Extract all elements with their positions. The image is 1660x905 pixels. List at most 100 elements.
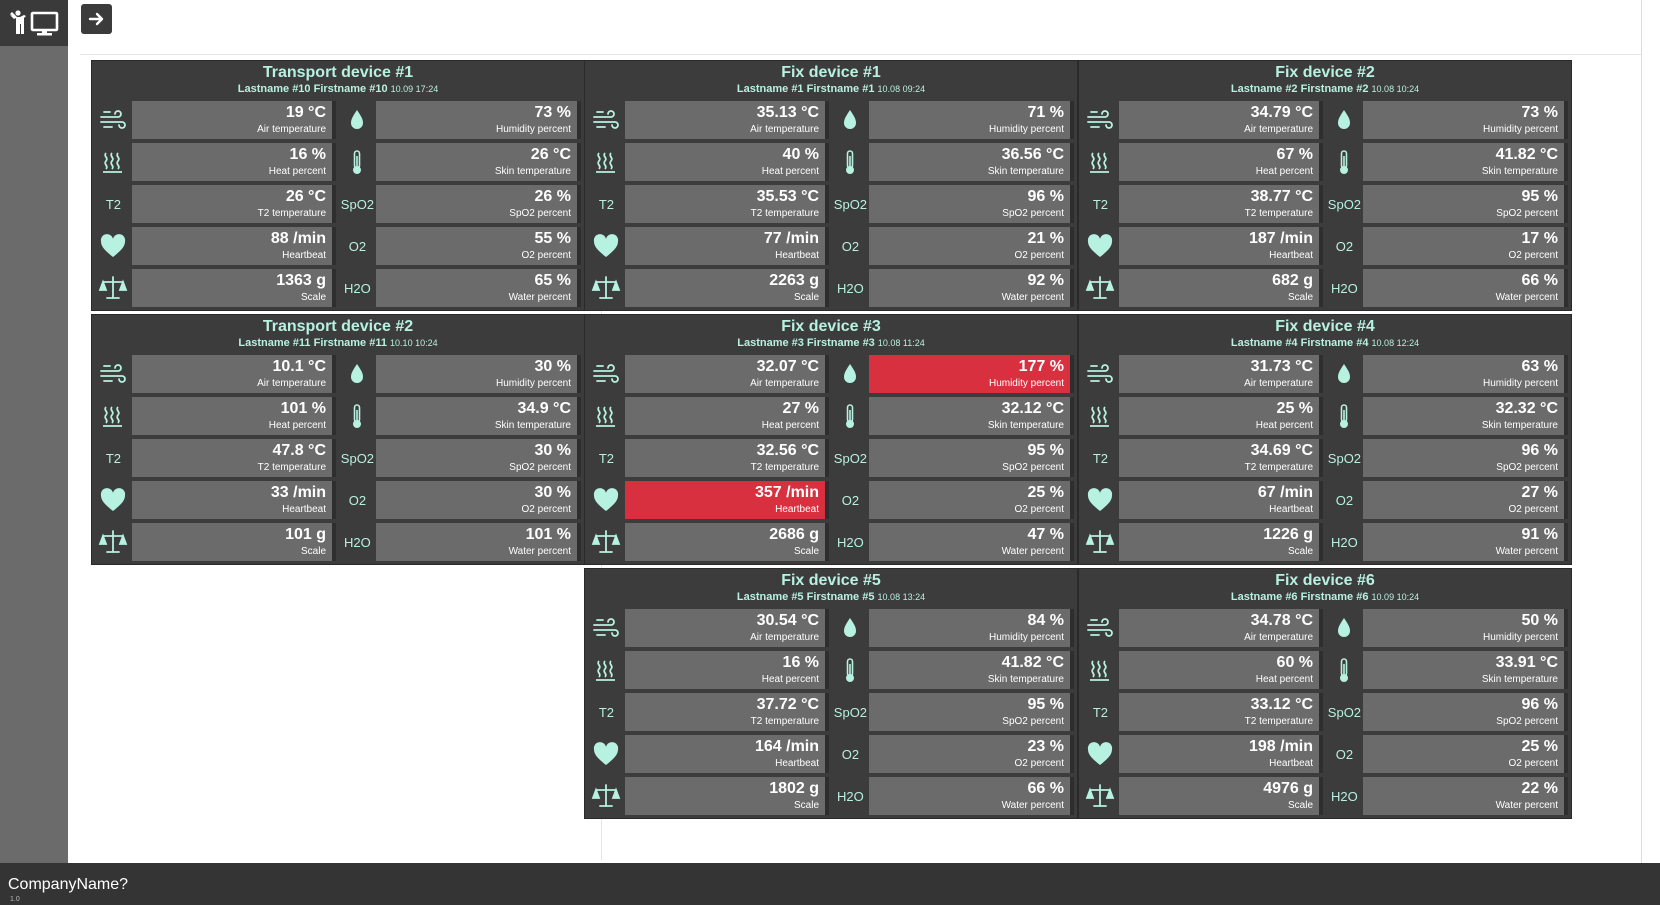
t2-value-cell: 26 °C T2 temperature	[131, 185, 337, 223]
scale-label: Scale	[794, 800, 820, 811]
water-drop-icon	[844, 110, 857, 129]
heat-icon-box	[588, 143, 625, 181]
water-value: 66 %	[1027, 780, 1064, 797]
skin-temperature-icon-box	[339, 143, 376, 181]
air-temperature-value: 35.13 °C	[756, 104, 820, 121]
heartbeat-value: 198 /min	[1248, 738, 1314, 755]
heart-icon	[1088, 234, 1113, 257]
t2-icon-box: T2	[1082, 185, 1119, 223]
patient-name: Lastname #10 Firstname #10	[237, 83, 388, 95]
heartbeat-value-cell: 77 /min Heartbeat	[624, 227, 830, 265]
heat-value-cell: 25 % Heat percent	[1118, 397, 1324, 435]
heartbeat-value: 33 /min	[270, 484, 327, 501]
patient-name: Lastname #5 Firstname #5	[736, 591, 875, 603]
spo2-value-cell: 30 % SpO2 percent	[375, 439, 581, 477]
spo2-value: 96 %	[1521, 696, 1558, 713]
o2-value-cell: 30 % O2 percent	[375, 481, 581, 519]
metric-row: T2 32.56 °C T2 temperature SpO2 95 % SpO2 per…	[588, 437, 1074, 479]
heartbeat-value: 164 /min	[754, 738, 820, 755]
patient-info: Lastname #6 Firstname #6 10.09 10:24	[1079, 590, 1571, 604]
device-card[interactable]: Fix device #3 Lastname #3 Firstname #3 10…	[584, 314, 1078, 565]
humidity-label: Humidity percent	[1482, 632, 1558, 643]
device-card[interactable]: Fix device #1 Lastname #1 Firstname #1 10…	[584, 60, 1078, 311]
device-card[interactable]: Fix device #5 Lastname #5 Firstname #5 10…	[584, 568, 1078, 819]
heartbeat-label: Heartbeat	[282, 504, 327, 515]
metric-row: 682 g Scale H2O 66 % Water percent	[1082, 267, 1568, 309]
heartbeat-value-cell: 88 /min Heartbeat	[131, 227, 337, 265]
metric-row: 40 % Heat percent 36.56 °C Skin temperature	[588, 141, 1074, 183]
device-card[interactable]: Transport device #2 Lastname #11 Firstnam…	[91, 314, 585, 565]
metric-row: T2 37.72 °C T2 temperature SpO2 95 % SpO2 per…	[588, 691, 1074, 733]
water-value: 66 %	[1521, 272, 1558, 289]
air-temperature-value: 34.78 °C	[1250, 612, 1314, 629]
h2o-text-icon: H2O	[1331, 788, 1358, 804]
water-drop-icon	[844, 618, 857, 637]
humidity-label: Humidity percent	[988, 378, 1064, 389]
balance-scale-icon	[592, 530, 621, 553]
metric-row: T2 26 °C T2 temperature SpO2 26 % SpO2 percen…	[95, 183, 581, 225]
humidity-label: Humidity percent	[1482, 124, 1558, 135]
app-logo[interactable]	[0, 0, 68, 46]
timestamp: 10.10 10:24	[390, 338, 438, 348]
thermometer-icon	[846, 404, 855, 428]
metric-row: 34.78 °C Air temperature 50 % Humidity perc…	[1082, 607, 1568, 649]
timestamp: 10.08 10:24	[1371, 84, 1420, 94]
heat-value: 25 %	[1276, 400, 1314, 417]
metric-row: 1802 g Scale H2O 66 % Water percent	[588, 775, 1074, 817]
skin-temperature-value-cell: 41.82 °C Skin temperature	[1362, 143, 1568, 181]
air-temperature-label: Air temperature	[750, 124, 820, 135]
humidity-value-cell: 177 % Humidity percent	[868, 355, 1074, 393]
thermometer-icon	[846, 658, 855, 682]
heartbeat-label: Heartbeat	[282, 250, 327, 261]
scale-value: 1363 g	[276, 272, 327, 289]
device-card[interactable]: Fix device #2 Lastname #2 Firstname #2 10…	[1078, 60, 1572, 311]
water-label: Water percent	[508, 546, 571, 557]
spo2-label: SpO2 percent	[1002, 716, 1064, 727]
skin-temperature-value-cell: 32.32 °C Skin temperature	[1362, 397, 1568, 435]
water-icon-box: H2O	[832, 269, 869, 307]
wind-icon	[1087, 364, 1114, 383]
o2-icon-box: O2	[832, 735, 869, 773]
humidity-icon-box	[832, 101, 869, 139]
metric-row: 10.1 °C Air temperature 30 % Humidity perce…	[95, 353, 581, 395]
heat-waves-icon	[1090, 660, 1110, 681]
spo2-text-icon: SpO2	[1327, 450, 1362, 466]
forward-button[interactable]	[81, 4, 112, 34]
thermometer-icon	[1340, 658, 1349, 682]
water-drop-icon	[1338, 364, 1351, 383]
device-card[interactable]: Fix device #4 Lastname #4 Firstname #4 10…	[1078, 314, 1572, 565]
humidity-value-cell: 73 % Humidity percent	[375, 101, 581, 139]
air-temperature-value-cell: 30.54 °C Air temperature	[624, 609, 830, 647]
air-temperature-value: 10.1 °C	[272, 358, 327, 375]
heartbeat-icon-box	[1082, 481, 1119, 519]
spo2-label: SpO2 percent	[1496, 462, 1558, 473]
water-icon-box: H2O	[832, 777, 869, 815]
air-temperature-value-cell: 32.07 °C Air temperature	[624, 355, 830, 393]
t2-text-icon: T2	[1092, 450, 1108, 466]
water-label: Water percent	[1001, 546, 1064, 557]
metric-row: 31.73 °C Air temperature 63 % Humidity perc…	[1082, 353, 1568, 395]
t2-text-icon: T2	[1092, 196, 1108, 212]
air-temperature-icon-box	[1082, 101, 1119, 139]
device-title: Transport device #2	[262, 318, 414, 335]
device-card[interactable]: Transport device #1 Lastname #10 Firstnam…	[91, 60, 585, 311]
skin-temperature-icon-box	[832, 397, 869, 435]
o2-value: 30 %	[534, 484, 571, 501]
o2-text-icon: O2	[841, 492, 860, 508]
heat-waves-icon	[1090, 152, 1110, 173]
device-card[interactable]: Fix device #6 Lastname #6 Firstname #6 10…	[1078, 568, 1572, 819]
balance-scale-icon	[592, 276, 621, 299]
heartbeat-value-cell: 33 /min Heartbeat	[131, 481, 337, 519]
humidity-icon-box	[1326, 355, 1363, 393]
spo2-label: SpO2 percent	[509, 462, 571, 473]
t2-icon-box: T2	[588, 185, 625, 223]
card-header: Fix device #5 Lastname #5 Firstname #5 10…	[585, 569, 1077, 607]
o2-text-icon: O2	[841, 746, 860, 762]
t2-label: T2 temperature	[750, 716, 820, 727]
skin-temperature-label: Skin temperature	[494, 166, 571, 177]
water-value: 91 %	[1521, 526, 1558, 543]
thermometer-icon	[1340, 404, 1349, 428]
air-temperature-label: Air temperature	[750, 632, 820, 643]
spo2-text-icon: SpO2	[833, 450, 868, 466]
skin-temperature-value: 32.12 °C	[1001, 400, 1064, 417]
